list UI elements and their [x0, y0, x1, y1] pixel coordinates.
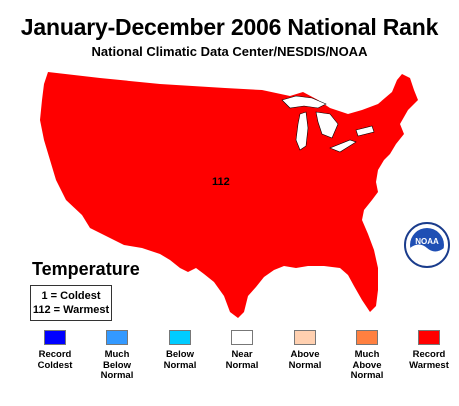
legend-item: Near Normal [212, 330, 272, 371]
legend-label-line: Above [352, 359, 382, 371]
legend-label-line: Much [104, 349, 130, 360]
legend-swatch [169, 330, 191, 345]
legend-label: Below Normal [150, 349, 210, 371]
key-coldest: 1 = Coldest [41, 290, 101, 302]
page-subtitle: National Climatic Data Center/NESDIS/NOA… [91, 44, 368, 59]
legend-label-line: Record [38, 349, 72, 360]
lake-michigan [295, 111, 309, 151]
logo-text: NOAA [415, 237, 439, 246]
legend-swatch [294, 330, 316, 345]
legend-swatch [44, 330, 66, 345]
legend: Record Coldest Much Below Normal Below Normal N… [0, 330, 459, 400]
legend-swatch [418, 330, 440, 345]
page-title: January-December 2006 National Rank [20, 14, 439, 40]
legend-swatch [106, 330, 128, 345]
legend-label-line: Normal [225, 359, 259, 371]
legend-label-line: Normal [163, 359, 197, 371]
legend-label-line: Normal [288, 359, 322, 371]
legend-label-line: Warmest [409, 359, 449, 371]
legend-label: Much Above Normal [337, 349, 397, 382]
legend-item: Record Warmest [399, 330, 459, 371]
legend-swatch [231, 330, 253, 345]
lake-erie [329, 139, 357, 153]
legend-label: Near Normal [212, 349, 272, 371]
lake-superior [281, 95, 327, 109]
lake-huron [315, 111, 339, 139]
legend-item: Much Below Normal [87, 330, 147, 382]
legend-item: Above Normal [275, 330, 335, 371]
legend-item: Below Normal [150, 330, 210, 371]
legend-label: Much Below Normal [87, 349, 147, 382]
legend-item: Record Coldest [25, 330, 85, 371]
legend-label-line: Normal [100, 370, 134, 381]
rank-key-box: 1 = Coldest 112 = Warmest [30, 285, 112, 321]
temperature-title: Temperature [32, 259, 140, 279]
legend-label-line: Normal [350, 370, 384, 381]
lake-ontario [355, 125, 375, 137]
legend-label-line: Record [412, 349, 446, 360]
legend-swatch [356, 330, 378, 345]
legend-label: Record Coldest [25, 349, 85, 371]
legend-label-line: Above [290, 349, 320, 360]
legend-label: Record Warmest [399, 349, 459, 371]
legend-label-line: Below [103, 359, 131, 371]
legend-label-line: Below [166, 349, 194, 360]
contiguous-us-shape [40, 72, 418, 318]
legend-label-line: Coldest [37, 359, 73, 371]
rank-value-label: 112 [212, 176, 230, 188]
key-warmest: 112 = Warmest [32, 304, 110, 316]
noaa-logo-icon: NOAA [404, 222, 450, 268]
great-lakes [281, 95, 375, 153]
legend-label-line: Near [231, 349, 253, 360]
legend-label: Above Normal [275, 349, 335, 371]
legend-label-line: Much [354, 349, 380, 360]
legend-item: Much Above Normal [337, 330, 397, 382]
